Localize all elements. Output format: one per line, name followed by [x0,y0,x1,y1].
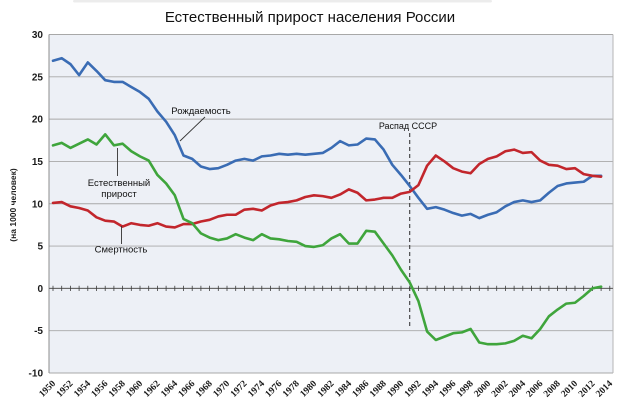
x-tick-label-1950: 1950 [38,379,59,400]
y-tick-label-10: 10 [32,199,44,210]
y-axis-label: (на 1000 человек) [8,168,18,242]
x-tick-label-1998: 1998 [455,379,476,400]
x-tick-label-1976: 1976 [264,379,285,400]
x-tick-label-1990: 1990 [386,379,407,400]
x-tick-label-1978: 1978 [281,379,302,400]
y-tick-label-20: 20 [32,115,44,126]
y-tick-label-30: 30 [32,30,44,41]
x-tick-label-2008: 2008 [542,379,563,400]
x-tick-label-1962: 1962 [142,379,163,400]
x-tick-label-1992: 1992 [403,379,424,400]
x-tick-label-2010: 2010 [560,379,581,400]
axis-layer [48,34,614,373]
x-tick-label-1984: 1984 [333,379,354,400]
series-layer [51,56,603,346]
birth-rate-label: Рождаемость [171,106,230,117]
x-tick-label-2004: 2004 [507,379,528,400]
x-tick-label-2012: 2012 [577,379,598,400]
x-tick-label-1956: 1956 [90,379,111,400]
x-tick-label-1954: 1954 [72,379,93,400]
x-tick-label-1986: 1986 [351,379,372,400]
birth-rate-leader-line [179,116,206,142]
y-tick-label--5: -5 [34,326,43,337]
x-tick-label-1952: 1952 [55,379,76,400]
x-tick-label-1970: 1970 [212,379,233,400]
x-tick-label-1996: 1996 [438,379,459,400]
x-tick-label-1988: 1988 [368,379,389,400]
y-tick-label-15: 15 [32,157,44,168]
natural-growth-label-line2: прирост [101,189,137,200]
x-tick-label-2000: 2000 [473,379,494,400]
birth-rate-line [51,56,603,220]
x-tick-label-1960: 1960 [125,379,146,400]
x-tick-label-1964: 1964 [159,379,180,400]
death-rate-line [51,148,603,229]
chart-title: Естественный прирост населения России [165,9,455,26]
natural-growth-line [51,133,603,346]
x-tick-label-1958: 1958 [107,379,128,400]
natural-growth-label-line1: Естественный [88,178,150,189]
y-tick-label-5: 5 [37,242,43,253]
top-edge-artifact [73,0,492,3]
x-tick-label-1974: 1974 [246,379,267,400]
ussr-collapse-label: Распад СССР [379,121,437,131]
x-tick-label-1982: 1982 [316,379,337,400]
death-rate-label: Смертность [95,245,148,256]
y-tick-label-25: 25 [32,72,44,83]
x-tick-label-2002: 2002 [490,379,511,400]
y-tick-label-0: 0 [37,284,43,295]
x-tick-label-1980: 1980 [299,379,320,400]
x-tick-label-1966: 1966 [177,379,198,400]
x-tick-label-1972: 1972 [229,379,250,400]
x-tick-label-1994: 1994 [420,379,441,400]
x-tick-label-2006: 2006 [525,379,546,400]
x-tick-label-1968: 1968 [194,379,215,400]
x-tick-label-2014: 2014 [594,379,615,400]
y-tick-label--10: -10 [29,369,44,380]
